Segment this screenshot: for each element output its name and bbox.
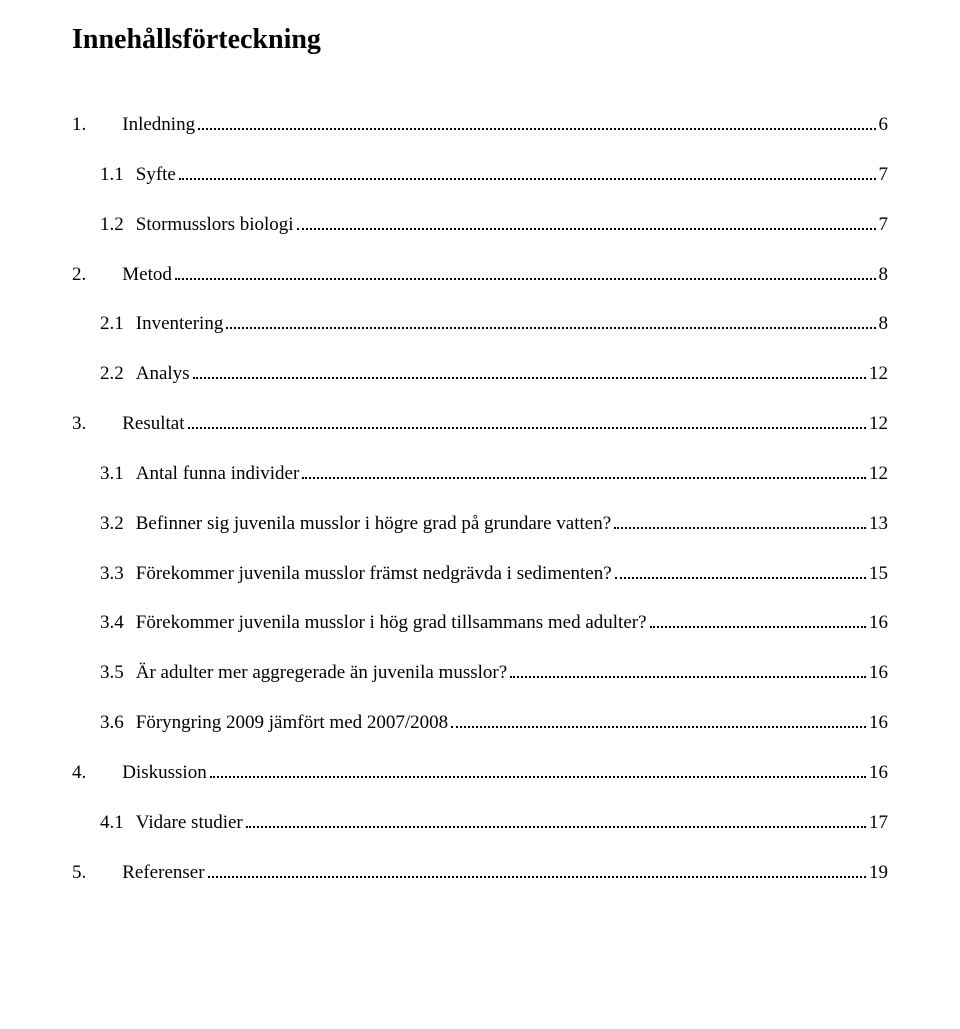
toc-entry: 3.5 Är adulter mer aggregerade än juvenil… (72, 660, 888, 686)
toc-number: 4. (72, 761, 86, 786)
toc-number: 4.1 (100, 811, 124, 836)
toc-dot-leader (175, 261, 876, 279)
toc-number: 2.1 (100, 312, 124, 337)
toc-entry: 1. Inledning 6 (72, 112, 888, 138)
toc-entry: 4.1 Vidare studier 17 (72, 810, 888, 836)
toc-label: Diskussion (122, 761, 206, 786)
toc-dot-leader (193, 361, 866, 379)
toc-number: 1. (72, 113, 86, 138)
toc-page-number: 19 (869, 861, 888, 886)
toc-entry: 2.1 Inventering 8 (72, 311, 888, 337)
toc-label: Förekommer juvenila musslor främst nedgr… (136, 562, 612, 587)
toc-label: Referenser (122, 861, 204, 886)
toc-entry: 3.1 Antal funna individer 12 (72, 461, 888, 487)
toc-entry: 1.1 Syfte 7 (72, 162, 888, 188)
toc-dot-leader (179, 162, 876, 180)
toc-dot-leader (614, 511, 866, 529)
toc-label: Befinner sig juvenila musslor i högre gr… (136, 512, 611, 537)
toc-number: 3. (72, 412, 86, 437)
toc-dot-leader (210, 760, 866, 778)
toc-page-number: 16 (869, 711, 888, 736)
toc-dot-leader (510, 660, 866, 678)
toc-entry: 3.4 Förekommer juvenila musslor i hög gra… (72, 610, 888, 636)
toc-entry: 4. Diskussion 16 (72, 760, 888, 786)
toc-number: 3.6 (100, 711, 124, 736)
toc-number: 1.2 (100, 213, 124, 238)
toc-number: 3.5 (100, 661, 124, 686)
toc-dot-leader (297, 212, 876, 230)
toc-entry: 3.2 Befinner sig juvenila musslor i högre… (72, 511, 888, 537)
toc-page-number: 15 (869, 562, 888, 587)
toc-number: 1.1 (100, 163, 124, 188)
toc-label: Syfte (136, 163, 176, 188)
toc-dot-leader (246, 810, 866, 828)
toc-number: 3.3 (100, 562, 124, 587)
toc-page-number: 8 (879, 312, 889, 337)
toc-label: Resultat (122, 412, 184, 437)
toc-number: 2. (72, 263, 86, 288)
toc-entry: 3.3 Förekommer juvenila musslor främst ne… (72, 560, 888, 586)
toc-page-number: 12 (869, 362, 888, 387)
toc-page-number: 16 (869, 761, 888, 786)
toc-label: Vidare studier (136, 811, 243, 836)
toc-label: Inledning (122, 113, 195, 138)
toc-dot-leader (208, 859, 866, 877)
toc-page-number: 7 (879, 213, 889, 238)
toc-page-number: 17 (869, 811, 888, 836)
toc-list: 1. Inledning 6 1.1 Syfte 7 1.2 Stormusslors bio… (72, 112, 888, 885)
toc-page-number: 16 (869, 661, 888, 686)
toc-label: Förekommer juvenila musslor i hög grad t… (136, 611, 647, 636)
toc-dot-leader (226, 311, 875, 329)
toc-page-number: 8 (879, 263, 889, 288)
toc-entry: 3. Resultat 12 (72, 411, 888, 437)
toc-dot-leader (451, 710, 866, 728)
toc-label: Metod (122, 263, 172, 288)
toc-page-number: 6 (879, 113, 889, 138)
document-page: Innehållsförteckning 1. Inledning 6 1.1 Syft… (0, 0, 960, 1029)
toc-entry: 3.6 Föryngring 2009 jämfört med 2007/2008… (72, 710, 888, 736)
toc-label: Är adulter mer aggregerade än juvenila m… (136, 661, 507, 686)
toc-number: 3.4 (100, 611, 124, 636)
toc-dot-leader (650, 610, 866, 628)
toc-number: 2.2 (100, 362, 124, 387)
toc-number: 3.2 (100, 512, 124, 537)
toc-label: Inventering (136, 312, 224, 337)
toc-page-number: 7 (879, 163, 889, 188)
toc-page-number: 16 (869, 611, 888, 636)
toc-label: Analys (136, 362, 190, 387)
toc-dot-leader (198, 112, 875, 130)
toc-entry: 1.2 Stormusslors biologi 7 (72, 212, 888, 238)
toc-label: Stormusslors biologi (136, 213, 294, 238)
toc-dot-leader (302, 461, 866, 479)
toc-label: Antal funna individer (136, 462, 300, 487)
toc-page-number: 12 (869, 412, 888, 437)
toc-dot-leader (615, 560, 866, 578)
toc-number: 3.1 (100, 462, 124, 487)
toc-page-number: 13 (869, 512, 888, 537)
toc-dot-leader (188, 411, 866, 429)
toc-page-number: 12 (869, 462, 888, 487)
toc-entry: 2.2 Analys 12 (72, 361, 888, 387)
toc-number: 5. (72, 861, 86, 886)
toc-label: Föryngring 2009 jämfört med 2007/2008 (136, 711, 448, 736)
toc-title: Innehållsförteckning (72, 24, 888, 56)
toc-entry: 5. Referenser 19 (72, 859, 888, 885)
toc-entry: 2. Metod 8 (72, 261, 888, 287)
